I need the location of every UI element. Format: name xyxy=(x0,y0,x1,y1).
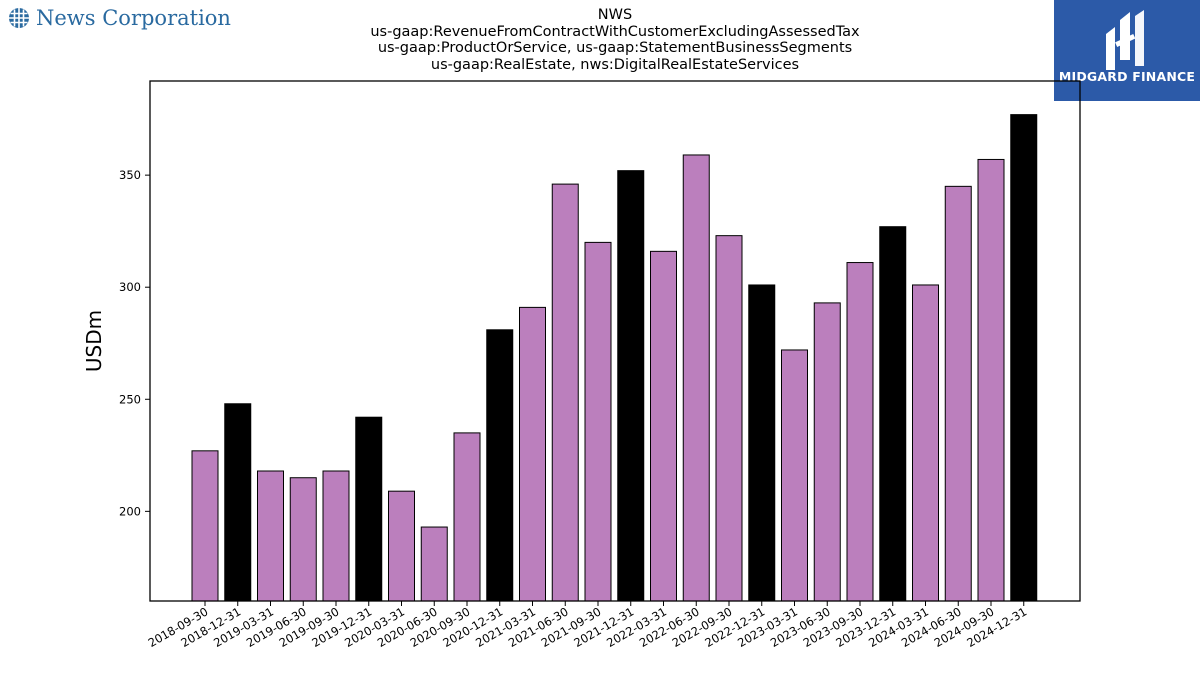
midgard-logo-mark xyxy=(1106,10,1144,70)
bar xyxy=(912,284,939,602)
bar xyxy=(551,183,579,602)
bar xyxy=(486,329,514,602)
bar xyxy=(977,158,1005,602)
bar xyxy=(748,284,776,602)
chart-title: NWS us-gaap:RevenueFromContractWithCusto… xyxy=(150,7,1080,73)
bar xyxy=(388,490,415,602)
midgard-logo: MIDGARD FINANCE xyxy=(1054,0,1200,101)
bar xyxy=(355,416,383,602)
chart-title-line: us-gaap:RealEstate, nws:DigitalRealEstat… xyxy=(430,56,800,73)
bar xyxy=(879,226,907,602)
bar xyxy=(1010,114,1038,602)
plot-frame xyxy=(149,80,1081,602)
bar xyxy=(224,403,252,602)
midgard-logo-text: MIDGARD FINANCE xyxy=(1058,69,1196,84)
bar xyxy=(191,450,219,602)
y-tick-label: 250 xyxy=(119,392,141,406)
bar xyxy=(519,306,546,602)
y-tick-label: 300 xyxy=(119,280,141,294)
brand-name: News Corporation xyxy=(36,6,231,30)
globe-icon xyxy=(9,8,29,28)
y-axis-label: USDm xyxy=(82,310,106,372)
y-tick-label: 350 xyxy=(119,168,141,182)
bar xyxy=(846,262,874,602)
bar xyxy=(781,349,808,602)
bar xyxy=(322,470,350,602)
brand: News Corporation xyxy=(8,6,231,30)
chart-title-line: NWS xyxy=(597,7,633,23)
chart-title-line: us-gaap:RevenueFromContractWithCustomerE… xyxy=(370,23,860,40)
bar xyxy=(584,241,612,602)
chart-title-line: us-gaap:ProductOrService, us-gaap:Statem… xyxy=(377,40,853,56)
bar xyxy=(617,170,645,602)
bar xyxy=(420,526,448,602)
bar xyxy=(813,302,841,602)
bar xyxy=(715,235,743,602)
y-tick-label: 200 xyxy=(119,504,141,518)
bar xyxy=(257,470,284,602)
bar xyxy=(289,477,317,602)
bar xyxy=(650,250,677,602)
bar xyxy=(682,154,710,602)
bar xyxy=(944,185,972,602)
bar xyxy=(453,432,481,602)
